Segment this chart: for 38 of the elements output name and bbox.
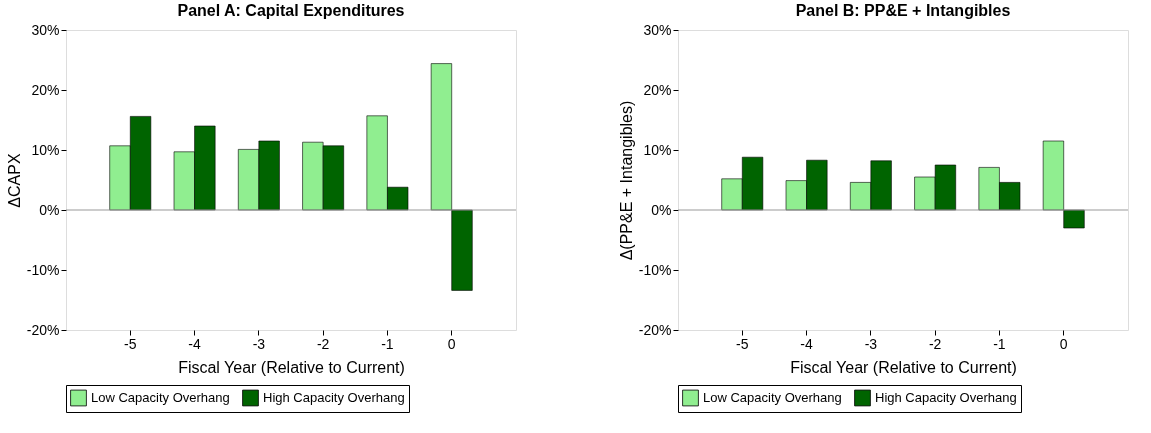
x-tick-label: -5 [736,335,749,352]
y-tick-label: 20% [643,81,672,98]
y-tick-label: -10% [26,261,60,278]
y-tick-label: 10% [643,141,672,158]
y-tick-label: -10% [638,261,672,278]
y-axis-title: Δ(PP&E + Intangibles) [617,100,635,261]
x-tick-label: -4 [188,335,202,352]
chart-title: Panel B: PP&E + Intangibles [795,2,1011,19]
chart-title: Panel A: Capital Expenditures [177,2,405,19]
y-axis-title: ΔCAPX [5,153,23,208]
y-tick-label: 20% [31,81,60,98]
x-tick-label: -5 [124,335,137,352]
y-tick-label: 0% [39,201,60,218]
legend-label: Low Capacity Overhang [703,390,842,405]
bar [1042,140,1065,211]
legend-label: High Capacity Overhang [263,390,405,405]
x-tick-label: -2 [928,335,942,352]
x-tick-label: -1 [993,335,1006,352]
x-tick-label: 0 [447,335,456,352]
legend-label: High Capacity Overhang [875,390,1017,405]
y-tick-label: 30% [643,21,672,38]
x-tick-label: -1 [381,335,394,352]
y-tick-label: -20% [638,321,672,338]
bar [451,209,473,291]
x-tick-label: -4 [800,335,814,352]
legend-label: Low Capacity Overhang [91,390,230,405]
bar [1063,209,1085,229]
x-tick-label: 0 [1059,335,1068,352]
y-tick-label: -20% [26,321,60,338]
y-tick-label: 30% [31,21,60,38]
y-tick-label: 10% [31,141,60,158]
x-tick-label: -3 [252,335,266,352]
x-axis-title: Fiscal Year (Relative to Current) [178,358,405,376]
x-tick-label: -3 [864,335,878,352]
x-tick-label: -2 [316,335,330,352]
y-tick-label: 0% [651,201,672,218]
x-axis-title: Fiscal Year (Relative to Current) [790,358,1017,376]
bar [430,63,453,211]
